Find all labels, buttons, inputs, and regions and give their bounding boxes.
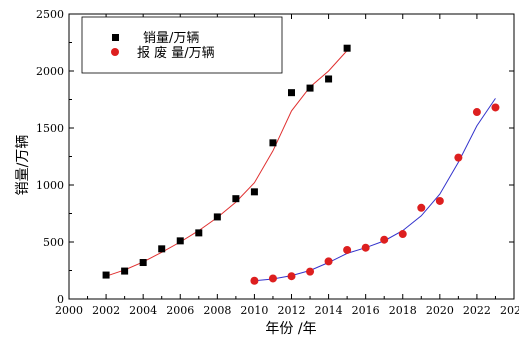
data-point-scrap (398, 230, 407, 239)
y-axis-title: 销量/万辆 (15, 135, 31, 196)
x-tick-label: 2020 (426, 304, 454, 317)
markers (102, 44, 500, 285)
data-point-sales (250, 188, 258, 196)
x-tick-label: 2014 (315, 304, 343, 317)
data-point-sales (158, 245, 166, 253)
data-point-sales (288, 89, 295, 97)
data-point-sales (232, 195, 240, 203)
data-point-sales (269, 139, 277, 147)
x-tick-label: 2024 (500, 304, 519, 317)
data-point-sales (195, 229, 203, 237)
data-point-scrap (287, 272, 296, 281)
legend-label-scrap: 报 废 量/万辆 (137, 45, 215, 61)
data-point-scrap (435, 196, 444, 205)
x-tick-label: 2010 (240, 304, 268, 317)
x-tick-label: 2018 (389, 304, 417, 317)
data-point-sales (139, 259, 147, 267)
data-point-sales (102, 271, 110, 279)
data-point-scrap (361, 243, 370, 252)
x-tick-label: 2002 (92, 304, 120, 317)
y-tick-label: 1000 (36, 179, 64, 192)
data-point-sales (343, 44, 351, 52)
x-tick-label: 2022 (463, 304, 491, 317)
x-tick-label: 2004 (129, 304, 157, 317)
data-point-scrap (491, 103, 500, 112)
data-point-scrap (417, 203, 426, 212)
y-tick-label: 2500 (36, 8, 64, 21)
y-tick-label: 2000 (36, 65, 64, 78)
legend-marker-sales (112, 34, 119, 41)
fit-line-series-0 (105, 50, 348, 277)
x-axis-title: 年份 /年 (265, 321, 316, 337)
data-point-sales (176, 237, 184, 245)
x-tick-label: 2006 (166, 304, 194, 317)
data-point-sales (213, 213, 221, 221)
legend-marker-scrap (111, 48, 119, 56)
x-tick-label: 2012 (278, 304, 306, 317)
x-tick-label: 2000 (55, 304, 83, 317)
data-point-scrap (306, 267, 315, 276)
data-point-scrap (380, 235, 389, 244)
data-point-scrap (343, 245, 352, 254)
legend-label-sales: 销量/万辆 (143, 31, 199, 46)
fit-line-series-1 (254, 98, 496, 282)
data-point-scrap (268, 274, 277, 283)
data-point-sales (306, 84, 314, 92)
y-tick-label: 0 (57, 293, 64, 306)
data-point-sales (325, 75, 333, 83)
x-tick-label: 2016 (352, 304, 380, 317)
axis-ticks: 2000 2002 2004 2006 2008 2010 2012 2014 2016 2018… (36, 8, 519, 317)
data-point-scrap (454, 153, 463, 162)
data-point-scrap (250, 276, 259, 285)
x-tick-label: 2008 (203, 304, 231, 317)
y-tick-label: 1500 (36, 122, 64, 135)
legend: 销量/万辆 报 废 量/万辆 (81, 16, 283, 74)
legend-box (81, 16, 283, 74)
data-point-scrap (472, 108, 481, 117)
data-point-scrap (324, 257, 333, 266)
y-tick-label: 500 (43, 236, 64, 249)
data-point-sales (121, 267, 129, 275)
